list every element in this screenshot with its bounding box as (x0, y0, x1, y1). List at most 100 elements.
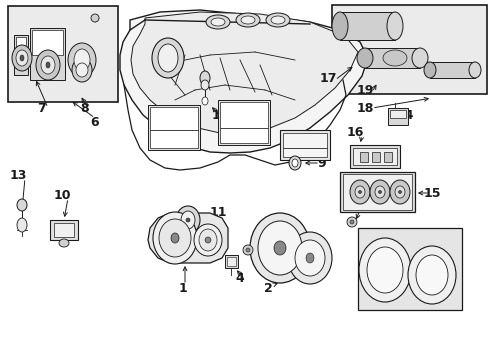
Text: 1: 1 (178, 282, 187, 294)
Text: 12: 12 (211, 108, 228, 122)
Text: 18: 18 (356, 102, 373, 114)
Ellipse shape (59, 239, 69, 247)
Bar (371, 152, 379, 162)
Ellipse shape (91, 14, 99, 22)
Ellipse shape (20, 55, 24, 61)
Text: 3: 3 (373, 298, 382, 311)
Bar (331, 5, 486, 94)
Ellipse shape (354, 186, 364, 198)
Text: 11: 11 (209, 206, 226, 219)
Text: 7: 7 (38, 102, 46, 114)
Ellipse shape (68, 43, 96, 77)
Ellipse shape (349, 220, 353, 224)
Bar (14, 35, 28, 75)
Bar (218, 100, 269, 145)
Text: 9: 9 (317, 157, 325, 170)
Ellipse shape (294, 240, 325, 276)
Ellipse shape (394, 186, 404, 198)
Ellipse shape (265, 13, 289, 27)
Ellipse shape (204, 237, 210, 243)
Text: 15: 15 (423, 186, 440, 199)
Bar (283, 133, 326, 148)
Ellipse shape (468, 62, 480, 78)
Bar (359, 152, 367, 162)
Bar (8, 6, 118, 102)
Ellipse shape (423, 62, 435, 78)
Ellipse shape (411, 48, 427, 68)
Bar (429, 62, 474, 78)
Ellipse shape (199, 229, 217, 251)
Bar (352, 148, 396, 165)
Ellipse shape (201, 80, 208, 90)
Ellipse shape (176, 206, 200, 234)
Bar (339, 12, 394, 40)
Ellipse shape (346, 217, 356, 227)
Ellipse shape (358, 190, 361, 194)
Ellipse shape (349, 180, 369, 204)
Ellipse shape (249, 213, 309, 283)
Ellipse shape (288, 156, 301, 170)
Ellipse shape (356, 48, 372, 68)
Text: 6: 6 (90, 116, 99, 129)
Bar (224, 255, 238, 268)
Text: 14: 14 (395, 108, 413, 122)
Ellipse shape (389, 180, 409, 204)
Ellipse shape (236, 13, 260, 27)
Text: 10: 10 (53, 189, 71, 202)
Ellipse shape (16, 50, 28, 66)
Ellipse shape (41, 56, 55, 74)
Ellipse shape (74, 49, 90, 71)
Text: 16: 16 (346, 126, 363, 139)
Bar (339, 172, 414, 212)
Bar (150, 130, 198, 148)
Text: 19: 19 (356, 84, 373, 96)
Ellipse shape (185, 218, 190, 222)
Text: 13: 13 (9, 168, 27, 181)
Ellipse shape (386, 12, 402, 40)
Ellipse shape (358, 238, 410, 302)
Ellipse shape (17, 218, 27, 232)
Ellipse shape (273, 241, 285, 255)
Ellipse shape (369, 180, 389, 204)
Ellipse shape (243, 245, 252, 255)
Ellipse shape (398, 190, 401, 194)
Ellipse shape (202, 97, 207, 105)
Ellipse shape (36, 50, 60, 80)
Ellipse shape (158, 44, 178, 72)
Bar (357, 228, 461, 310)
Bar (148, 105, 200, 150)
Text: 5: 5 (357, 202, 366, 215)
Bar (220, 128, 267, 143)
Ellipse shape (245, 248, 249, 252)
Ellipse shape (291, 159, 297, 167)
Ellipse shape (205, 15, 229, 29)
Polygon shape (148, 213, 227, 263)
Bar (387, 108, 407, 125)
Ellipse shape (76, 63, 88, 77)
Ellipse shape (241, 16, 254, 24)
Bar (226, 257, 236, 266)
Ellipse shape (331, 12, 347, 40)
Ellipse shape (378, 190, 381, 194)
Bar (383, 152, 391, 162)
Bar (30, 28, 65, 80)
Ellipse shape (366, 247, 402, 293)
Polygon shape (120, 10, 367, 153)
Bar (280, 130, 329, 160)
Bar (150, 107, 198, 130)
Ellipse shape (72, 58, 92, 82)
Ellipse shape (200, 71, 209, 85)
Bar (283, 148, 326, 157)
Ellipse shape (382, 50, 406, 66)
Text: 4: 4 (235, 271, 244, 284)
Text: 17: 17 (319, 72, 336, 85)
Bar (364, 48, 419, 68)
Text: 5: 5 (253, 248, 262, 261)
Ellipse shape (258, 221, 302, 275)
Ellipse shape (194, 224, 222, 256)
Ellipse shape (153, 212, 197, 264)
Bar (50, 220, 78, 240)
Ellipse shape (46, 62, 50, 68)
Bar (32, 30, 63, 55)
Ellipse shape (415, 255, 447, 295)
